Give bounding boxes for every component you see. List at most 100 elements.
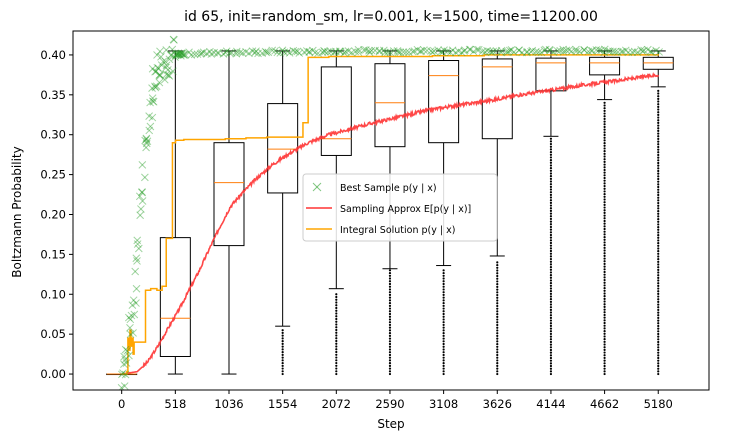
- best-sample-point: [165, 72, 174, 80]
- outlier-point: [496, 367, 499, 370]
- best-sample-point: [273, 48, 282, 57]
- best-sample-point: [489, 47, 498, 56]
- outlier-point: [549, 263, 553, 266]
- best-sample-point: [213, 48, 222, 57]
- outlier-point: [442, 348, 445, 351]
- best-sample-point: [318, 48, 327, 57]
- outlier-point: [657, 244, 660, 247]
- outlier-point: [388, 315, 392, 318]
- outlier-point: [603, 321, 606, 325]
- outlier-point: [549, 260, 553, 263]
- outlier-point: [603, 155, 606, 158]
- outlier-point: [603, 367, 606, 370]
- outlier-point: [657, 271, 660, 274]
- best-sample-point: [283, 47, 292, 56]
- outlier-point: [657, 362, 660, 365]
- outlier-point: [603, 179, 606, 182]
- outlier-point: [549, 201, 553, 204]
- outlier-point: [388, 359, 392, 362]
- best-sample-point: [652, 46, 660, 55]
- outlier-point: [657, 250, 660, 253]
- outlier-point: [281, 359, 284, 362]
- outlier-point: [388, 364, 392, 367]
- legend-box: [302, 173, 498, 242]
- outlier-point: [603, 257, 606, 260]
- box-518: [159, 50, 191, 375]
- outlier-point: [657, 308, 660, 312]
- outlier-point: [603, 313, 606, 317]
- best-sample-point: [172, 50, 181, 58]
- best-sample-point: [173, 50, 182, 59]
- outlier-point: [603, 340, 606, 343]
- outlier-point: [657, 324, 660, 328]
- outlier-point: [388, 280, 392, 283]
- outlier-point: [388, 348, 392, 351]
- outlier-point: [657, 290, 660, 293]
- best-sample-point: [546, 46, 554, 55]
- best-sample-point: [138, 161, 147, 169]
- outlier-point: [442, 329, 445, 332]
- outlier-point: [657, 225, 660, 229]
- outlier-point: [442, 362, 445, 365]
- outlier-point: [657, 340, 660, 344]
- outlier-point: [657, 95, 660, 98]
- best-sample-point: [146, 122, 155, 131]
- outlier-point: [657, 276, 660, 279]
- outlier-point: [442, 296, 445, 299]
- best-sample-point: [163, 66, 172, 74]
- best-sample-point: [559, 47, 568, 56]
- best-sample-point: [465, 45, 474, 54]
- outlier-point: [496, 362, 499, 365]
- outlier-point: [335, 348, 338, 351]
- outlier-point: [496, 310, 499, 313]
- best-sample-point: [481, 48, 489, 56]
- outlier-point: [657, 306, 660, 309]
- best-sample-point: [118, 370, 126, 379]
- best-sample-point: [289, 46, 298, 55]
- outlier-point: [603, 370, 606, 373]
- best-sample-point: [588, 46, 597, 55]
- best-sample-point: [504, 47, 513, 56]
- best-sample-point: [394, 48, 403, 57]
- outlier-point: [657, 348, 660, 352]
- best-sample-point: [214, 49, 223, 57]
- outlier-point: [657, 220, 660, 223]
- outlier-point: [335, 304, 338, 307]
- best-sample-point: [323, 48, 332, 56]
- best-sample-point: [300, 48, 309, 56]
- best-sample-point: [580, 46, 588, 54]
- outlier-point: [496, 372, 499, 376]
- outlier-point: [496, 277, 499, 280]
- outlier-point: [657, 180, 660, 183]
- outlier-point: [335, 331, 338, 334]
- outlier-point: [549, 137, 553, 140]
- y-tick-label: 0.10: [40, 287, 66, 301]
- x-tick-label: 5180: [644, 397, 673, 411]
- best-sample-point: [280, 48, 289, 57]
- outlier-point: [603, 327, 606, 330]
- best-sample-point: [278, 46, 287, 55]
- outlier-point: [657, 156, 660, 159]
- outlier-point: [657, 153, 660, 157]
- best-sample-point: [371, 46, 379, 55]
- best-sample-point: [308, 46, 317, 55]
- best-sample-point: [321, 47, 329, 56]
- outlier-point: [442, 269, 445, 272]
- outlier-point: [335, 356, 338, 359]
- outlier-point: [657, 298, 660, 301]
- best-sample-point: [438, 48, 447, 57]
- box-4662: [589, 50, 621, 101]
- outlier-point: [657, 316, 660, 320]
- x-tick-label: 4144: [536, 397, 565, 411]
- outlier-point: [388, 351, 392, 354]
- outlier-point: [335, 317, 338, 321]
- outlier-point: [657, 287, 660, 290]
- best-sample-point: [485, 47, 494, 56]
- best-sample-point: [327, 47, 335, 56]
- outlier-point: [657, 274, 660, 277]
- chart-title: id 65, init=random_sm, lr=0.001, k=1500,…: [184, 9, 598, 25]
- best-sample-point: [142, 139, 151, 148]
- outlier-point: [549, 239, 553, 242]
- outlier-point: [603, 348, 606, 351]
- outlier-point: [657, 268, 660, 271]
